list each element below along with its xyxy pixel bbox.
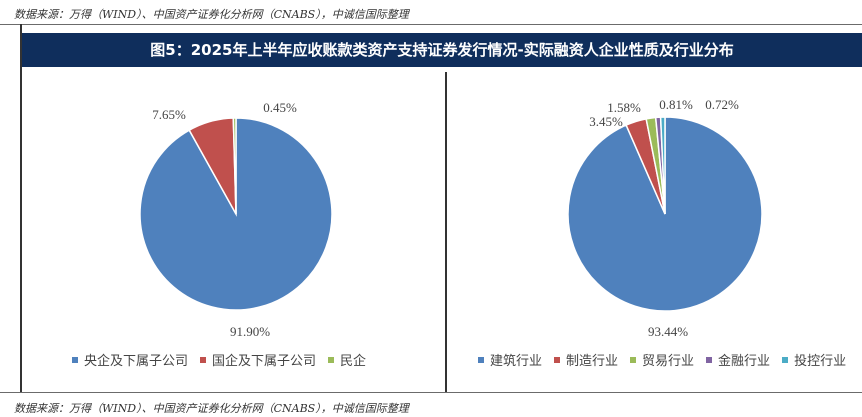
legend0-label-0: 央企及下属子公司 bbox=[84, 354, 189, 369]
legend1-item-3: 金融行业 bbox=[706, 350, 770, 369]
legend0-item-1: 国企及下属子公司 bbox=[200, 350, 316, 369]
legend0-swatch-0 bbox=[72, 356, 78, 363]
figure-title: 图5：2025年上半年应收账款类资产支持证券发行情况-实际融资人企业性质及行业分… bbox=[22, 33, 862, 67]
legend1-swatch-4 bbox=[782, 356, 789, 363]
legend1-item-2: 贸易行业 bbox=[630, 350, 694, 369]
legend1-swatch-1 bbox=[554, 356, 561, 363]
pie0-data-label-0: 91.90% bbox=[230, 324, 270, 339]
legend1-swatch-2 bbox=[630, 356, 637, 363]
legend0-label-2: 民企 bbox=[340, 354, 367, 369]
top-divider bbox=[0, 24, 862, 25]
legend0-swatch-1 bbox=[200, 356, 207, 363]
source-note-top: 数据来源：万得（WIND）、中国资产证券化分析网（CNABS），中诚信国际整理 bbox=[14, 8, 409, 21]
legend1-swatch-3 bbox=[706, 356, 713, 363]
legend0-label-1: 国企及下属子公司 bbox=[212, 354, 317, 369]
legend1-label-4: 投控行业 bbox=[794, 354, 847, 369]
pie1-data-label-4: 0.72% bbox=[705, 97, 739, 112]
pie1-slice-0 bbox=[567, 116, 763, 312]
legend1-label-3: 金融行业 bbox=[718, 354, 771, 369]
chart-divider bbox=[445, 72, 447, 392]
pie1-data-label-2: 1.58% bbox=[607, 100, 641, 115]
legend1-label-2: 贸易行业 bbox=[642, 354, 695, 369]
pie-chart-enterprise-nature: 91.90% 7.65% 0.45% bbox=[139, 100, 333, 339]
pie1-slice-4 bbox=[659, 116, 666, 215]
bottom-divider bbox=[0, 392, 862, 393]
left-border bbox=[20, 24, 22, 392]
legend1-item-0: 建筑行业 bbox=[478, 350, 542, 369]
legend-enterprise-nature: 央企及下属子公司 国企及下属子公司 民企 bbox=[72, 350, 366, 369]
pie1-data-label-3: 0.81% bbox=[659, 97, 693, 112]
pie1-data-label-0: 93.44% bbox=[648, 324, 688, 339]
legend1-item-1: 制造行业 bbox=[554, 350, 618, 369]
legend1-item-4: 投控行业 bbox=[782, 350, 846, 369]
source-note-bottom: 数据来源：万得（WIND）、中国资产证券化分析网（CNABS），中诚信国际整理 bbox=[14, 402, 409, 415]
legend-industry: 建筑行业 制造行业 贸易行业 金融行业 投控行业 bbox=[478, 350, 846, 369]
legend0-swatch-2 bbox=[328, 356, 335, 363]
legend1-label-1: 制造行业 bbox=[566, 354, 619, 369]
legend1-label-0: 建筑行业 bbox=[490, 354, 543, 369]
pie-chart-industry: 93.44% 3.45%1.58% 0.81% 0.72% bbox=[567, 97, 763, 339]
legend1-swatch-0 bbox=[478, 356, 484, 363]
pie1-data-label-1: 3.45% bbox=[589, 114, 623, 129]
legend0-item-0: 央企及下属子公司 bbox=[72, 350, 188, 369]
pie0-data-label-1: 7.65% bbox=[152, 107, 186, 122]
pie0-data-label-2: 0.45% bbox=[263, 100, 297, 115]
legend0-item-2: 民企 bbox=[328, 350, 366, 369]
pie0-slice-2 bbox=[232, 117, 237, 215]
